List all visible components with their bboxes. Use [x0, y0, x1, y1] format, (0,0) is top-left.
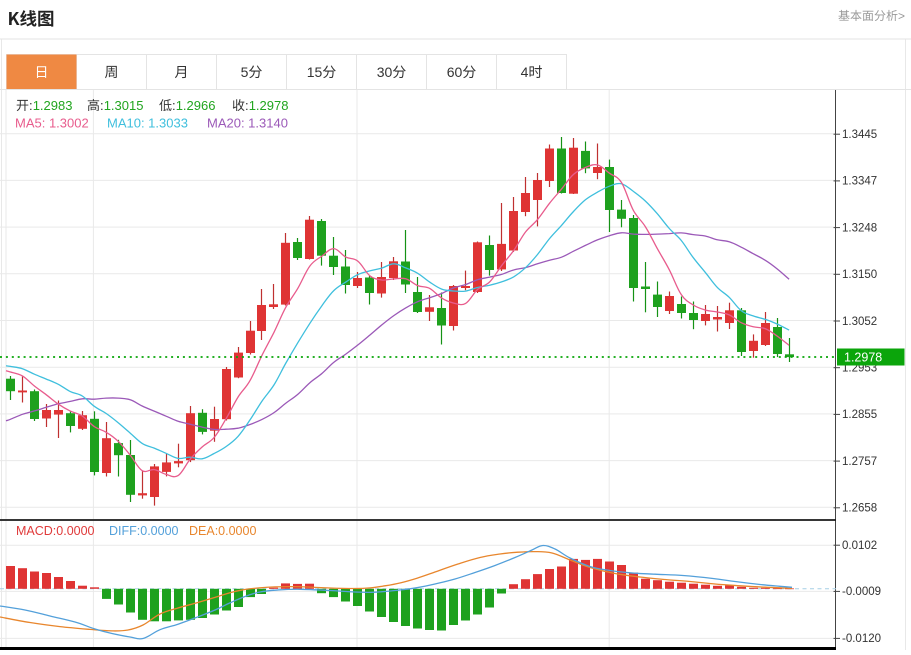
- svg-text:1.3445: 1.3445: [842, 129, 877, 141]
- svg-text::: :: [100, 98, 104, 113]
- svg-text:1.2658: 1.2658: [842, 503, 877, 515]
- svg-text:1.2757: 1.2757: [842, 456, 877, 468]
- svg-text:MA20: 1.3140: MA20: 1.3140: [207, 116, 288, 131]
- svg-text:MA10: 1.3033: MA10: 1.3033: [107, 116, 188, 131]
- svg-text:1.3015: 1.3015: [104, 98, 144, 113]
- svg-text:4: 4: [521, 64, 529, 80]
- svg-text:1.3150: 1.3150: [842, 269, 877, 281]
- svg-text:-0.0009: -0.0009: [842, 586, 881, 598]
- svg-text:1.2983: 1.2983: [33, 98, 73, 113]
- svg-text:1.3248: 1.3248: [842, 222, 877, 234]
- svg-text:MA5: 1.3002: MA5: 1.3002: [15, 116, 89, 131]
- svg-text:-0.0120: -0.0120: [842, 633, 881, 645]
- svg-text::: :: [172, 98, 176, 113]
- svg-text:30: 30: [377, 64, 393, 80]
- svg-text:0.0102: 0.0102: [842, 540, 877, 552]
- svg-text:1.3052: 1.3052: [842, 316, 877, 328]
- svg-text:>: >: [898, 9, 905, 23]
- svg-text:1.2855: 1.2855: [842, 409, 877, 421]
- svg-text::: :: [29, 98, 33, 113]
- svg-text:1.2966: 1.2966: [176, 98, 216, 113]
- svg-text:1.2978: 1.2978: [249, 98, 289, 113]
- svg-text:MACD:0.0000: MACD:0.0000: [16, 524, 95, 538]
- svg-text:15: 15: [307, 64, 323, 80]
- svg-text:5: 5: [241, 64, 249, 80]
- svg-text::: :: [245, 98, 249, 113]
- svg-text:DIFF:0.0000: DIFF:0.0000: [109, 524, 179, 538]
- svg-text:DEA:0.0000: DEA:0.0000: [189, 524, 256, 538]
- svg-text:1.2978: 1.2978: [844, 351, 882, 365]
- svg-text:60: 60: [447, 64, 463, 80]
- svg-text:1.3347: 1.3347: [842, 176, 877, 188]
